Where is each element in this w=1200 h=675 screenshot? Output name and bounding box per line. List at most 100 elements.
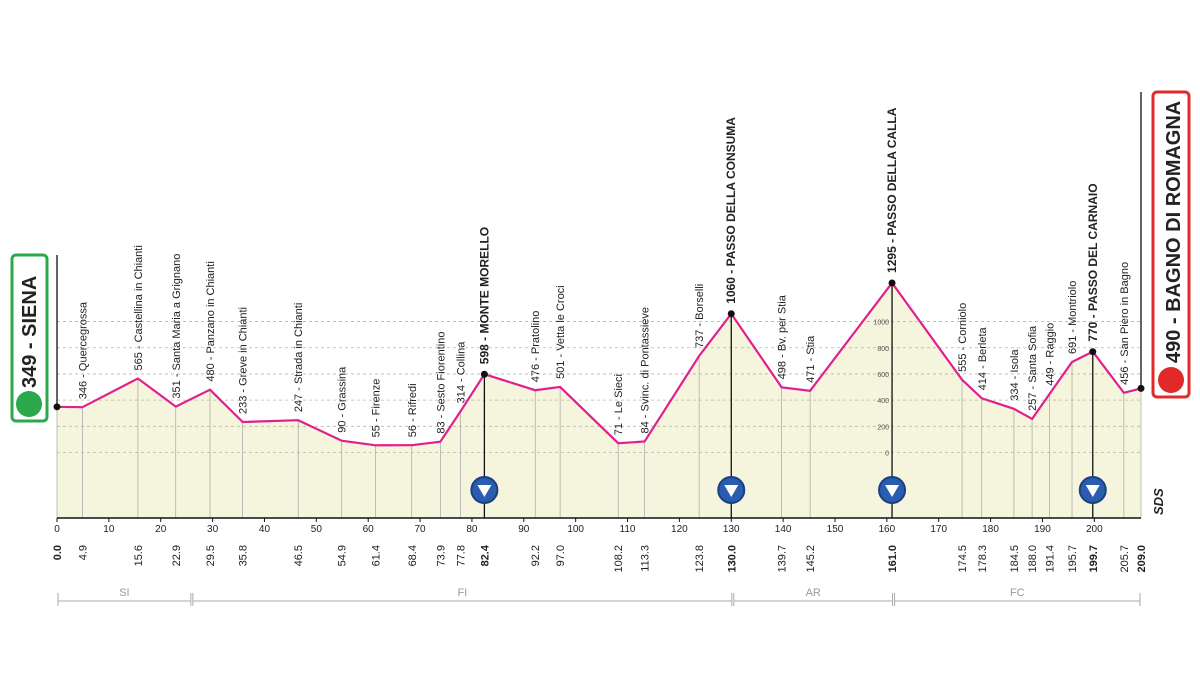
waypoint-label: 257 - Santa Sofia xyxy=(1027,325,1039,411)
km-label: 0.0 xyxy=(52,545,64,560)
km-label: 188.0 xyxy=(1027,545,1039,573)
region-label: AR xyxy=(806,587,821,599)
start-icon xyxy=(16,391,42,417)
km-label: 199.7 xyxy=(1088,545,1100,573)
km-label: 73.9 xyxy=(435,545,447,566)
region-label: FI xyxy=(457,587,467,599)
waypoint-label: 565 - Castellina in Chianti xyxy=(133,245,145,370)
waypoint-label: 334 - Isola xyxy=(1009,349,1021,401)
waypoint-dot xyxy=(1089,348,1097,356)
waypoint-label: 351 - Santa Maria a Grignano xyxy=(171,254,183,399)
km-label: 161.0 xyxy=(887,545,899,573)
x-tick-label: 110 xyxy=(620,524,636,535)
x-tick-label: 80 xyxy=(466,524,478,535)
km-label: 22.9 xyxy=(171,545,183,566)
x-tick-label: 180 xyxy=(982,524,999,535)
x-tick-label: 120 xyxy=(671,524,688,535)
km-label: 46.5 xyxy=(293,545,305,566)
y-tick-label: 600 xyxy=(877,372,889,379)
x-tick-label: 130 xyxy=(723,524,740,535)
x-tick-label: 150 xyxy=(827,524,844,535)
x-tick-label: 140 xyxy=(775,524,792,535)
x-tick-label: 20 xyxy=(155,524,167,535)
waypoint-label: 449 - Raggio xyxy=(1045,323,1057,386)
km-label: 191.4 xyxy=(1045,545,1057,573)
x-tick-label: 170 xyxy=(930,524,947,535)
waypoint-dot xyxy=(727,310,735,318)
km-label: 174.5 xyxy=(957,545,969,573)
y-tick-label: 1000 xyxy=(873,320,889,327)
start-label: 349 - SIENA xyxy=(19,276,41,388)
km-label: 145.2 xyxy=(805,545,817,573)
x-tick-label: 160 xyxy=(879,524,896,535)
km-label: 61.4 xyxy=(370,545,382,566)
km-label: 130.0 xyxy=(726,545,738,573)
km-label: 113.3 xyxy=(640,545,652,572)
waypoint-label: 247 - Strada in Chianti xyxy=(293,303,305,412)
waypoint-label: 71 - Le Sieci xyxy=(613,374,625,435)
waypoint-label: 346 - Quercegrossa xyxy=(77,301,89,399)
km-label: 97.0 xyxy=(555,545,567,566)
y-tick-label: 0 xyxy=(885,451,889,458)
x-tick-label: 0 xyxy=(54,524,60,535)
kom-triangle xyxy=(1085,485,1100,497)
waypoint-label: 498 - Bv. per Stia xyxy=(777,294,789,379)
waypoint-label: 314 - Collina xyxy=(456,341,468,404)
start-frame xyxy=(10,253,49,423)
kom-triangle xyxy=(477,485,492,497)
kom-triangle xyxy=(724,485,739,497)
km-label: 92.2 xyxy=(530,545,542,566)
waypoint-label: 691 - Montriolo xyxy=(1067,281,1079,354)
km-label: 68.4 xyxy=(407,545,419,566)
waypoint-dot xyxy=(480,370,488,378)
km-label: 209.0 xyxy=(1136,545,1148,573)
km-label: 184.5 xyxy=(1009,545,1021,573)
logo: SDS xyxy=(1151,488,1166,515)
region-label: SI xyxy=(119,587,129,599)
x-tick-label: 50 xyxy=(311,524,323,535)
waypoint-label: 737 - Borselli xyxy=(694,284,706,348)
waypoint-label: 480 - Panzano in Chianti xyxy=(205,261,217,381)
waypoint-dot xyxy=(888,279,896,287)
x-tick-label: 200 xyxy=(1086,524,1103,535)
km-label: 108.2 xyxy=(613,545,625,573)
profile-area xyxy=(57,282,1141,518)
waypoint-label: 501 - Vetta le Croci xyxy=(555,285,567,379)
km-label: 82.4 xyxy=(479,544,491,566)
summit-label: 1295 - PASSO DELLA CALLA xyxy=(885,107,899,273)
waypoint-label: 55 - Firenze xyxy=(370,379,382,438)
km-label: 29.5 xyxy=(205,545,217,566)
x-tick-label: 190 xyxy=(1034,524,1051,535)
waypoint-label: 471 - Stia xyxy=(805,335,817,383)
x-tick-label: 60 xyxy=(363,524,375,535)
km-label: 15.6 xyxy=(133,545,145,566)
waypoint-label: 456 - San Piero in Bagno xyxy=(1119,262,1131,385)
km-label: 35.8 xyxy=(238,545,250,566)
km-label: 123.8 xyxy=(694,545,706,573)
km-label: 4.9 xyxy=(77,545,89,560)
waypoint-label: 90 - Grassina xyxy=(337,366,349,433)
km-label: 195.7 xyxy=(1067,545,1079,573)
waypoint-label: 84 - Svinc. di Pontassieve xyxy=(640,307,652,434)
x-tick-label: 70 xyxy=(414,524,426,535)
finish-label: 490 - BAGNO DI ROMAGNA xyxy=(1163,101,1185,363)
finish-frame xyxy=(1151,90,1191,399)
x-tick-label: 40 xyxy=(259,524,271,535)
waypoint-label: 476 - Pratolino xyxy=(530,311,542,383)
x-tick-label: 90 xyxy=(518,524,530,535)
summit-label: 598 - MONTE MORELLO xyxy=(477,227,491,364)
region-label: FC xyxy=(1010,587,1025,599)
waypoint-label: 56 - Rifredi xyxy=(407,383,419,437)
waypoint-label: 233 - Greve in Chianti xyxy=(238,307,250,414)
km-label: 139.7 xyxy=(777,545,789,573)
km-label: 205.7 xyxy=(1119,545,1131,573)
km-label: 77.8 xyxy=(456,545,468,566)
y-tick-label: 400 xyxy=(877,398,889,405)
start-box xyxy=(10,253,49,423)
km-label: 178.3 xyxy=(977,545,989,573)
x-tick-label: 10 xyxy=(103,524,115,535)
waypoint-label: 555 - Corniolo xyxy=(957,303,969,372)
summit-label: 1060 - PASSO DELLA CONSUMA xyxy=(724,117,738,304)
waypoint-label: 414 - Berleta xyxy=(977,326,989,390)
